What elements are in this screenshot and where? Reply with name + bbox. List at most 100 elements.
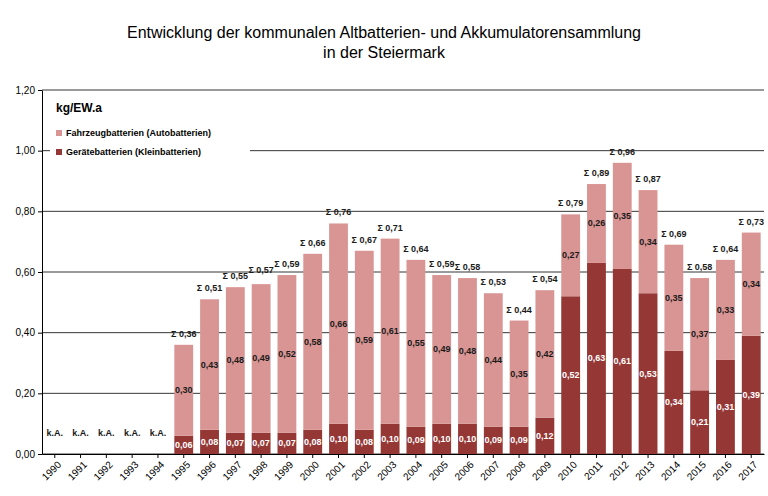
total-label: Σ 0,59 xyxy=(429,259,454,269)
bar xyxy=(200,299,219,429)
x-tick-mark xyxy=(519,454,520,458)
x-tick: 2000 xyxy=(298,454,322,482)
total-label: Σ 0,44 xyxy=(506,305,531,315)
bar xyxy=(303,430,322,454)
total-label: Σ 0,76 xyxy=(326,207,351,217)
bar xyxy=(252,284,271,433)
legend-background xyxy=(50,98,250,166)
x-tick: 2010 xyxy=(556,454,580,482)
bar xyxy=(174,436,193,454)
x-tick: 1996 xyxy=(195,454,219,482)
bar xyxy=(381,424,400,454)
data-label: 0,48 xyxy=(459,346,477,356)
total-label: Σ 0,59 xyxy=(274,259,299,269)
x-tick-label: 1999 xyxy=(272,459,296,483)
data-label: 0,06 xyxy=(175,440,193,450)
x-tick-label: 1991 xyxy=(66,459,90,483)
total-label: Σ 0,36 xyxy=(171,329,196,339)
x-tick-mark xyxy=(725,454,726,458)
x-tick: 2006 xyxy=(452,454,476,482)
x-tick: 2009 xyxy=(530,454,554,482)
bar xyxy=(458,278,477,424)
data-label: 0,37 xyxy=(691,329,709,339)
x-tick-label: 2014 xyxy=(659,459,683,483)
bar xyxy=(690,278,709,390)
y-tick-mark xyxy=(38,151,42,152)
bar xyxy=(303,254,322,430)
data-label: 0,44 xyxy=(485,355,503,365)
x-tick-mark xyxy=(132,454,133,458)
bar xyxy=(278,433,297,454)
data-label: 0,33 xyxy=(717,305,735,315)
x-tick-mark xyxy=(261,454,262,458)
bar xyxy=(329,223,348,423)
y-tick-label: 0,00 xyxy=(16,449,36,460)
total-label: Σ 0,96 xyxy=(610,147,635,157)
total-label: Σ 0,51 xyxy=(197,283,222,293)
data-label: 0,10 xyxy=(459,434,477,444)
x-tick-label: 2013 xyxy=(633,459,657,483)
x-tick-label: 1990 xyxy=(40,459,64,483)
data-label: 0,39 xyxy=(742,390,760,400)
total-label: Σ 0,71 xyxy=(377,223,402,233)
y-tick-label: 0,80 xyxy=(16,206,36,217)
total-label: Σ 0,53 xyxy=(481,277,506,287)
x-tick: 2004 xyxy=(401,454,425,482)
x-tick-label: 1994 xyxy=(143,459,167,483)
x-tick-label: 1995 xyxy=(169,459,193,483)
x-tick-mark xyxy=(183,454,184,458)
bar xyxy=(613,269,632,454)
x-tick: 1991 xyxy=(66,454,90,482)
bar xyxy=(587,184,606,263)
bar xyxy=(535,290,554,417)
bar xyxy=(639,190,658,293)
data-label: 0,48 xyxy=(227,355,245,365)
y-tick-mark xyxy=(38,393,42,394)
y-tick-mark xyxy=(38,272,42,273)
x-tick: 1998 xyxy=(246,454,270,482)
data-label: 0,07 xyxy=(227,438,245,448)
data-label: 0,35 xyxy=(665,293,683,303)
y-tick-label: 0,20 xyxy=(16,388,36,399)
title: in der Steiermark xyxy=(323,44,446,61)
y-tick: 1,00 xyxy=(16,145,42,156)
data-label: 0,26 xyxy=(588,218,606,228)
annotation: k.A. xyxy=(150,428,167,438)
x-tick-label: 2005 xyxy=(427,459,451,483)
data-label: 0,21 xyxy=(691,417,709,427)
total-label: Σ 0,73 xyxy=(739,217,764,227)
y-tick: 0,40 xyxy=(16,327,42,338)
data-label: 0,34 xyxy=(639,237,657,247)
data-label: 0,59 xyxy=(356,335,374,345)
x-tick: 2007 xyxy=(478,454,502,482)
x-tick-mark xyxy=(570,454,571,458)
legend: kg/EW.aFahrzeugbatterien (Autobatterien)… xyxy=(50,98,250,166)
legend-label: Fahrzeugbatterien (Autobatterien) xyxy=(66,128,211,138)
x-tick-label: 2003 xyxy=(375,459,399,483)
bar xyxy=(510,321,529,427)
x-tick-mark xyxy=(209,454,210,458)
y-tick: 0,20 xyxy=(16,388,42,399)
x-tick-label: 1996 xyxy=(195,459,219,483)
data-label: 0,09 xyxy=(510,435,528,445)
x-tick-mark xyxy=(106,454,107,458)
data-label: 0,52 xyxy=(278,349,296,359)
data-label: 0,10 xyxy=(433,434,451,444)
y-tick-mark xyxy=(38,211,42,212)
x-tick-label: 2004 xyxy=(401,459,425,483)
x-tick: 1995 xyxy=(169,454,193,482)
x-tick-label: 2006 xyxy=(452,459,476,483)
data-label: 0,58 xyxy=(304,337,322,347)
data-label: 0,12 xyxy=(536,431,554,441)
x-tick: 2015 xyxy=(685,454,709,482)
x-tick-label: 2010 xyxy=(556,459,580,483)
x-tick: 2003 xyxy=(375,454,399,482)
bar xyxy=(690,390,709,454)
bar xyxy=(561,214,580,296)
legend-label: Gerätebatterien (Kleinbatterien) xyxy=(66,147,201,157)
x-tick-label: 2016 xyxy=(710,459,734,483)
x-tick-mark xyxy=(286,454,287,458)
series xyxy=(174,163,760,436)
data-label: 0,10 xyxy=(381,434,399,444)
bar xyxy=(329,424,348,454)
